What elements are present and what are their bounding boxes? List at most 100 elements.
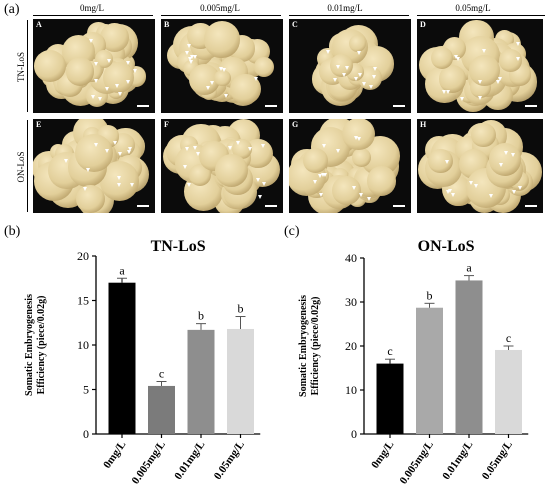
callus-cluster bbox=[189, 164, 212, 187]
embryo-marker bbox=[313, 180, 318, 184]
significance-letter: a bbox=[119, 263, 125, 277]
micrograph-tile-g: G bbox=[289, 119, 411, 213]
chart-title: ON-LoS bbox=[418, 238, 475, 255]
embryo-marker bbox=[262, 181, 267, 186]
embryo-marker bbox=[94, 62, 99, 67]
callus-cluster bbox=[65, 57, 95, 87]
panel-label-b: (b) bbox=[4, 224, 21, 239]
embryo-marker bbox=[488, 193, 493, 198]
embryo-marker bbox=[460, 96, 465, 101]
embryo-marker bbox=[104, 149, 109, 154]
embryo-marker bbox=[192, 145, 197, 150]
bar-0.01mg/L bbox=[187, 329, 215, 434]
scale-bar bbox=[525, 105, 537, 107]
embryo-marker bbox=[336, 65, 341, 70]
embryo-marker bbox=[192, 55, 197, 60]
micrograph-tile-f: F bbox=[161, 119, 283, 213]
x-tick-label: 0mg/L bbox=[101, 439, 128, 471]
embryo-marker bbox=[456, 56, 461, 61]
x-tick-label: 0.005mg/L bbox=[130, 439, 168, 487]
embryo-marker bbox=[210, 81, 215, 86]
y-tick-label: 0 bbox=[83, 427, 89, 441]
embryo-marker bbox=[511, 190, 516, 195]
embryo-marker bbox=[372, 75, 377, 80]
embryo-marker bbox=[341, 72, 346, 77]
embryo-marker bbox=[113, 141, 118, 146]
embryo-marker bbox=[477, 80, 482, 85]
chart-title: TN-LoS bbox=[151, 238, 206, 255]
scale-bar bbox=[525, 205, 537, 207]
y-tick-label: 40 bbox=[345, 251, 357, 265]
callus-cluster bbox=[366, 166, 396, 196]
embryo-marker bbox=[196, 152, 201, 156]
embryo-marker bbox=[258, 194, 263, 199]
y-tick-label: 20 bbox=[345, 339, 357, 353]
callus-cluster bbox=[488, 143, 521, 176]
callus-cluster bbox=[329, 53, 354, 78]
row-rule-1 bbox=[27, 120, 28, 212]
embryo-marker bbox=[372, 67, 377, 72]
embryo-marker bbox=[90, 95, 95, 100]
embryo-marker bbox=[187, 43, 192, 48]
column-header-3: 0.05mg/L bbox=[455, 3, 491, 13]
y-axis-label: Somatic EmbryogenesisEfficiency (piece/0… bbox=[298, 295, 321, 397]
embryo-marker bbox=[206, 85, 211, 90]
embryo-marker bbox=[474, 183, 479, 188]
significance-letter: c bbox=[506, 331, 511, 345]
embryo-marker bbox=[481, 48, 486, 53]
column-rule-1 bbox=[161, 15, 281, 16]
callus-cluster bbox=[214, 70, 231, 87]
micrograph-tile-h: H bbox=[417, 119, 543, 213]
embryo-marker bbox=[189, 60, 194, 65]
callus-cluster bbox=[431, 47, 454, 70]
scale-bar bbox=[393, 205, 405, 207]
chart-on-los: ON-LoS 0 10 20 30 40 Somatic EmbryogenesisEffi… bbox=[298, 238, 529, 487]
scale-bar bbox=[265, 205, 277, 207]
scale-bar bbox=[137, 105, 149, 107]
embryo-marker bbox=[129, 182, 134, 187]
embryo-marker bbox=[468, 180, 473, 185]
panel-label-a: (a) bbox=[4, 2, 20, 17]
tile-tag: C bbox=[292, 20, 298, 29]
x-tick-label: 0.01mg/L bbox=[440, 439, 475, 482]
embryo-marker bbox=[182, 164, 187, 169]
micrograph-tile-a: A bbox=[33, 19, 155, 113]
embryo-marker bbox=[227, 146, 232, 151]
bar-0.05mg/L bbox=[227, 328, 254, 434]
scale-bar bbox=[393, 105, 405, 107]
embryo-marker bbox=[446, 190, 451, 195]
bar-0mg/L bbox=[108, 282, 136, 434]
embryo-marker bbox=[133, 69, 138, 74]
scale-bar bbox=[265, 105, 277, 107]
embryo-marker bbox=[357, 72, 362, 77]
significance-letter: c bbox=[387, 344, 392, 358]
embryo-marker bbox=[353, 136, 358, 141]
embryo-marker bbox=[82, 186, 87, 191]
significance-letter: c bbox=[159, 366, 164, 380]
embryo-marker bbox=[254, 76, 259, 81]
callus-cluster bbox=[348, 34, 366, 52]
tile-tag: A bbox=[36, 20, 42, 29]
embryo-marker bbox=[367, 196, 372, 201]
embryo-marker bbox=[495, 80, 500, 84]
column-rule-3 bbox=[417, 15, 545, 16]
callus-cluster bbox=[471, 122, 496, 148]
embryo-marker bbox=[354, 76, 359, 81]
embryo-marker bbox=[357, 51, 362, 56]
callus-cluster bbox=[254, 56, 275, 77]
embryo-marker bbox=[118, 151, 123, 156]
embryo-marker bbox=[126, 149, 131, 154]
significance-letter: b bbox=[198, 309, 204, 323]
callus-cluster bbox=[204, 21, 241, 58]
callus-cluster bbox=[499, 49, 522, 72]
bar-0mg/L bbox=[376, 363, 404, 434]
tile-tag: F bbox=[164, 120, 169, 129]
callus-cluster bbox=[34, 50, 67, 83]
embryo-marker bbox=[114, 83, 119, 88]
embryo-marker bbox=[125, 60, 130, 65]
column-rule-0 bbox=[33, 15, 153, 16]
embryo-marker bbox=[185, 50, 190, 55]
micrograph-tile-d: D bbox=[417, 19, 543, 113]
x-tick-label: 0.05mg/L bbox=[480, 439, 515, 482]
tile-tag: E bbox=[36, 120, 42, 129]
